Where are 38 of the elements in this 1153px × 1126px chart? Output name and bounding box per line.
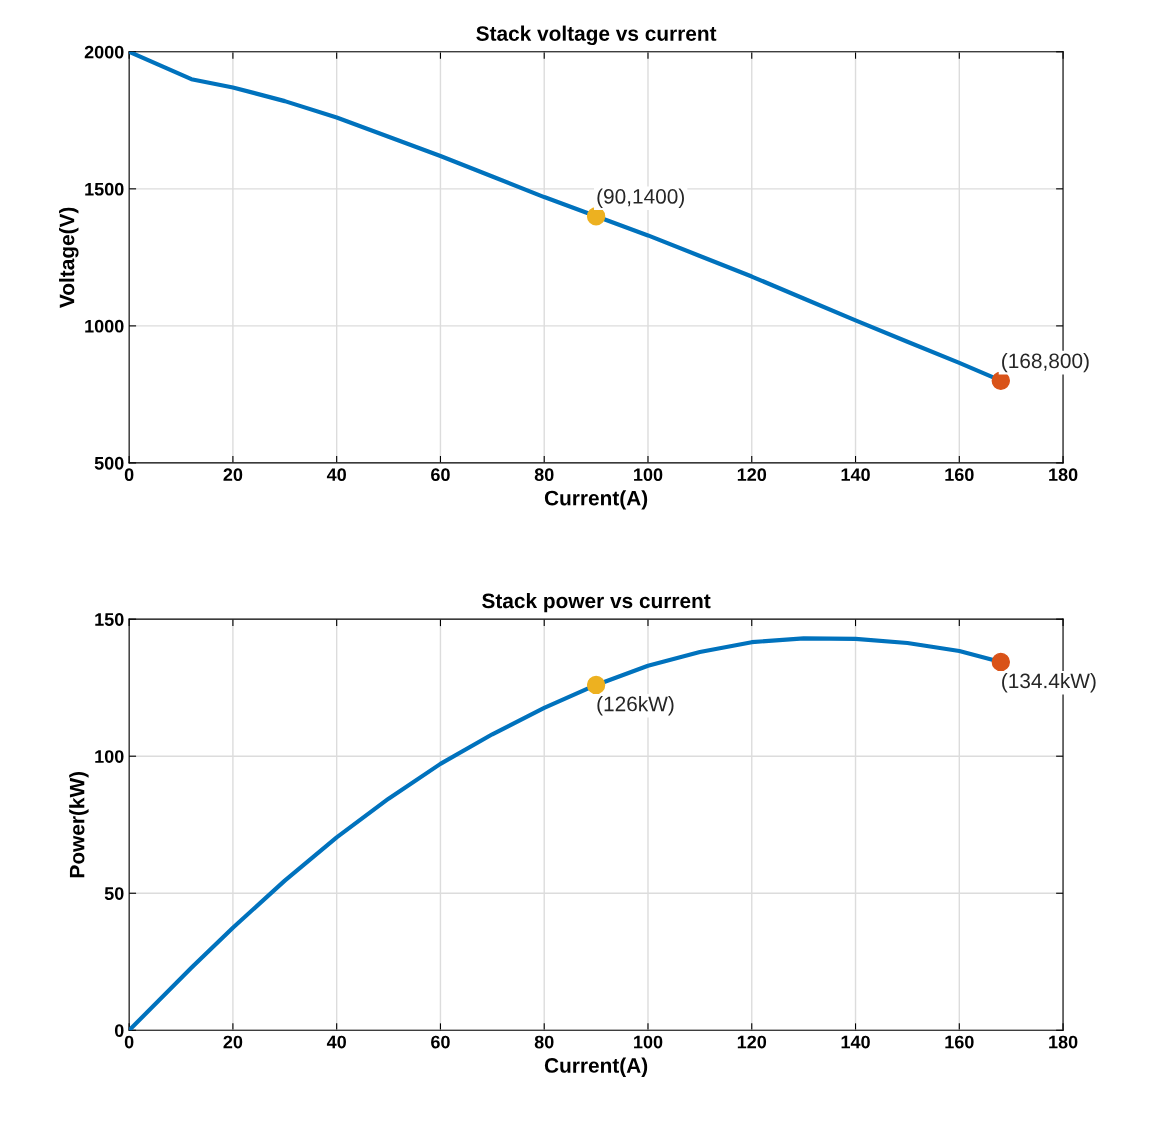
y-tick-label: 1000 xyxy=(85,319,124,333)
x-tick-label: 140 xyxy=(841,1035,870,1049)
x-tick-label: 120 xyxy=(737,468,767,482)
x-tick-label: 140 xyxy=(841,468,870,482)
annotation: (90,1400) xyxy=(597,188,684,208)
annotation: (126kW) xyxy=(597,696,674,716)
chart-title: Stack power vs current xyxy=(482,592,711,613)
y-axis-title: Voltage(V) xyxy=(59,207,79,308)
x-tick-label: 60 xyxy=(431,468,450,482)
x-tick-label: 0 xyxy=(124,1035,134,1049)
chart-title: Stack voltage vs current xyxy=(476,25,717,46)
y-tick-label: 0 xyxy=(114,1024,124,1038)
x-tick-label: 100 xyxy=(634,1035,663,1049)
x-tick-label: 20 xyxy=(223,1035,243,1049)
y-tick-label: 100 xyxy=(95,750,124,763)
annotation: (168,800) xyxy=(1002,352,1089,373)
x-tick-label: 160 xyxy=(945,468,974,482)
x-tick-label: 80 xyxy=(534,1035,554,1049)
annotation: (134.4kW) xyxy=(1002,673,1096,693)
x-tick-label: 40 xyxy=(326,468,346,482)
x-tick-label: 120 xyxy=(737,1035,767,1049)
x-tick-label: 180 xyxy=(1049,468,1078,482)
x-tick-label: 60 xyxy=(431,1035,450,1049)
y-tick-label: 150 xyxy=(95,613,124,626)
x-tick-label: 160 xyxy=(945,1035,974,1049)
x-tick-label: 180 xyxy=(1049,1035,1078,1049)
y-axis-title: Power(kW) xyxy=(69,771,89,878)
x-tick-label: 0 xyxy=(124,468,134,482)
x-tick-label: 100 xyxy=(634,468,663,482)
x-tick-label: 40 xyxy=(326,1035,346,1049)
x-axis-title: Current(A) xyxy=(544,490,648,510)
x-axis-title: Current(A) xyxy=(544,1057,648,1077)
x-tick-label: 80 xyxy=(534,468,554,482)
y-tick-label: 500 xyxy=(94,456,124,470)
y-tick-label: 2000 xyxy=(84,45,124,59)
y-tick-label: 1500 xyxy=(85,182,124,196)
x-tick-label: 20 xyxy=(223,468,243,482)
y-tick-label: 50 xyxy=(104,887,124,900)
